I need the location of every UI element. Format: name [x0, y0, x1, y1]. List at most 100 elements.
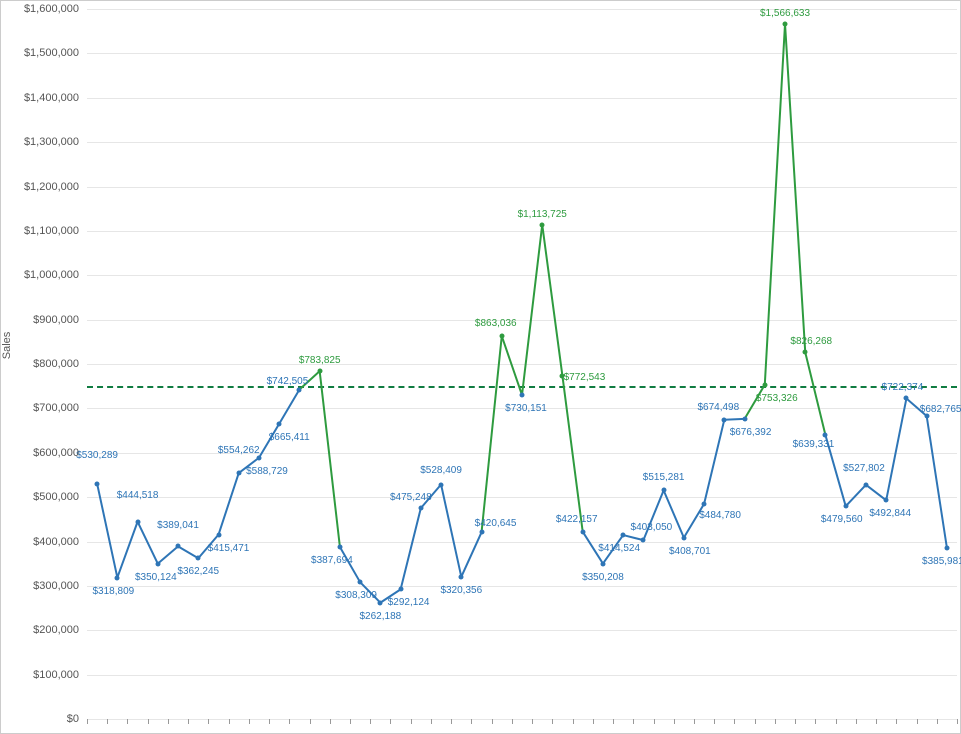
x-tick [957, 719, 958, 724]
data-marker [641, 538, 646, 543]
data-label: $320,356 [440, 585, 482, 596]
reference-line [87, 386, 957, 388]
data-marker [317, 369, 322, 374]
data-marker [803, 350, 808, 355]
data-label: $408,701 [669, 546, 711, 557]
data-marker [621, 533, 626, 538]
data-marker [661, 488, 666, 493]
data-marker [843, 504, 848, 509]
x-tick [87, 719, 88, 724]
gridline [87, 364, 957, 365]
x-tick [390, 719, 391, 724]
data-marker [863, 482, 868, 487]
data-marker [337, 544, 342, 549]
x-tick [249, 719, 250, 724]
data-label: $420,645 [475, 518, 517, 529]
x-tick [896, 719, 897, 724]
data-marker [297, 387, 302, 392]
x-tick [492, 719, 493, 724]
x-tick [431, 719, 432, 724]
data-label: $674,498 [697, 402, 739, 413]
data-marker [580, 529, 585, 534]
data-marker [155, 561, 160, 566]
x-tick [107, 719, 108, 724]
data-label: $515,281 [643, 472, 685, 483]
x-tick [289, 719, 290, 724]
data-marker [681, 535, 686, 540]
x-tick [775, 719, 776, 724]
x-tick [127, 719, 128, 724]
data-label: $554,262 [218, 445, 260, 456]
data-marker [722, 417, 727, 422]
data-label: $753,326 [756, 393, 798, 404]
x-tick [795, 719, 796, 724]
data-marker [236, 471, 241, 476]
x-tick [856, 719, 857, 724]
x-tick [937, 719, 938, 724]
y-tick-label: $1,500,000 [24, 47, 79, 59]
data-label: $588,729 [246, 466, 288, 477]
gridline [87, 53, 957, 54]
gridline [87, 9, 957, 10]
x-tick [654, 719, 655, 724]
data-marker [418, 506, 423, 511]
y-tick-label: $900,000 [33, 314, 79, 326]
data-marker [459, 574, 464, 579]
data-marker [904, 396, 909, 401]
gridline [87, 275, 957, 276]
data-label: $826,268 [790, 336, 832, 347]
data-label: $528,409 [420, 465, 462, 476]
x-tick [836, 719, 837, 724]
data-label: $639,331 [793, 439, 835, 450]
data-label: $350,124 [135, 572, 177, 583]
data-label: $1,566,633 [760, 8, 810, 19]
data-label: $475,248 [390, 492, 432, 503]
plot-area: $530,289$318,809$444,518$350,124$389,041… [87, 9, 957, 719]
data-marker [196, 556, 201, 561]
x-tick [815, 719, 816, 724]
data-label: $292,124 [388, 597, 430, 608]
data-label: $742,505 [267, 376, 309, 387]
gridline [87, 586, 957, 587]
x-tick [208, 719, 209, 724]
data-label: $783,825 [299, 355, 341, 366]
data-marker [742, 416, 747, 421]
data-label: $772,543 [564, 372, 606, 383]
data-marker [277, 421, 282, 426]
x-tick [330, 719, 331, 724]
data-marker [479, 530, 484, 535]
x-tick [714, 719, 715, 724]
x-tick [755, 719, 756, 724]
data-marker [702, 501, 707, 506]
data-label: $415,471 [208, 543, 250, 554]
data-label: $479,560 [821, 514, 863, 525]
data-marker [95, 481, 100, 486]
y-tick-label: $1,600,000 [24, 3, 79, 15]
data-label: $484,780 [699, 510, 741, 521]
x-tick [573, 719, 574, 724]
gridline [87, 320, 957, 321]
y-tick-label: $1,100,000 [24, 225, 79, 237]
data-marker [540, 222, 545, 227]
x-tick [917, 719, 918, 724]
x-tick [451, 719, 452, 724]
data-label: $530,289 [76, 450, 118, 461]
x-tick [310, 719, 311, 724]
data-marker [762, 382, 767, 387]
data-marker [600, 561, 605, 566]
data-marker [358, 580, 363, 585]
data-label: $444,518 [117, 490, 159, 501]
data-label: $682,765 [920, 404, 961, 415]
y-tick-label: $1,400,000 [24, 92, 79, 104]
y-tick-label: $800,000 [33, 358, 79, 370]
y-tick-label: $600,000 [33, 447, 79, 459]
y-tick-label: $700,000 [33, 402, 79, 414]
y-tick-label: $1,200,000 [24, 181, 79, 193]
y-tick-label: $400,000 [33, 536, 79, 548]
data-marker [378, 600, 383, 605]
x-tick [876, 719, 877, 724]
x-tick [532, 719, 533, 724]
y-tick-label: $300,000 [33, 580, 79, 592]
x-tick [370, 719, 371, 724]
x-tick [593, 719, 594, 724]
